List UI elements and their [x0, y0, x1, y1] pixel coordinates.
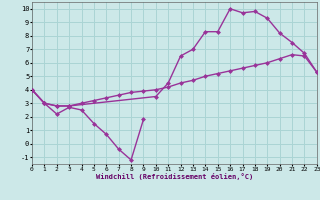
X-axis label: Windchill (Refroidissement éolien,°C): Windchill (Refroidissement éolien,°C): [96, 173, 253, 180]
